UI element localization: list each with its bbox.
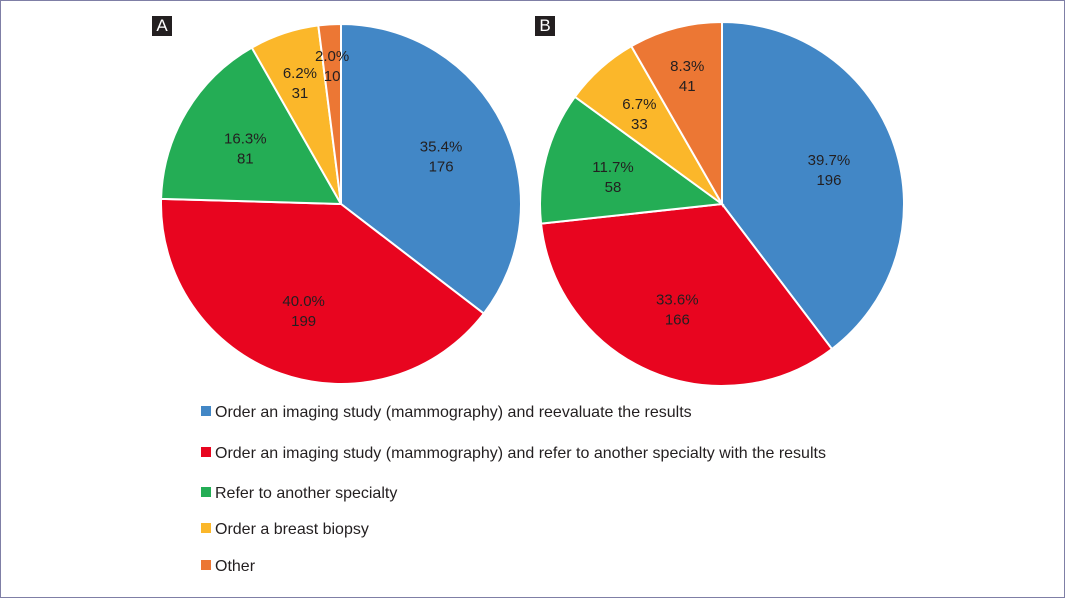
pie-slice — [340, 22, 522, 315]
pie-slice — [721, 20, 905, 351]
pie-slice — [539, 95, 725, 225]
slice-percent-label: 2.0% — [315, 48, 349, 65]
slice-count-label: 196 — [816, 172, 841, 189]
slice-percent-label: 6.2% — [283, 65, 317, 82]
pie-slice — [629, 20, 723, 208]
legend-label: Order an imaging study (mammography) and… — [215, 445, 826, 462]
legend-item: Refer to another specialty — [201, 485, 397, 503]
pie-slice — [160, 46, 343, 206]
slice-percent-label: 39.7% — [808, 152, 851, 169]
pie-slice — [160, 197, 486, 385]
legend-swatch — [201, 560, 211, 570]
legend-item: Order an imaging study (mammography) and… — [201, 404, 692, 422]
slice-count-label: 166 — [665, 312, 690, 329]
panel-label-a: A — [152, 16, 172, 36]
legend-item: Order an imaging study (mammography) and… — [201, 445, 826, 463]
legend-item: Order a breast biopsy — [201, 521, 369, 539]
panel-label-b: B — [535, 16, 555, 36]
slice-percent-label: 35.4% — [420, 139, 463, 156]
pie-slice — [317, 22, 342, 205]
slice-count-label: 10 — [324, 68, 341, 85]
legend-label: Other — [215, 558, 256, 575]
slice-percent-label: 6.7% — [622, 96, 656, 113]
legend-swatch — [201, 406, 211, 416]
legend-label: Refer to another specialty — [215, 485, 398, 502]
legend-item: Other — [201, 558, 255, 576]
slice-percent-label: 40.0% — [282, 293, 325, 310]
slice-count-label: 41 — [679, 78, 696, 95]
slice-count-label: 58 — [605, 179, 622, 196]
slice-count-label: 31 — [292, 85, 309, 102]
slice-count-label: 176 — [429, 159, 454, 176]
legend-swatch — [201, 523, 211, 533]
legend-label: Order a breast biopsy — [215, 521, 369, 538]
legend-swatch — [201, 447, 211, 457]
pie-slice — [539, 202, 834, 387]
slice-percent-label: 33.6% — [656, 292, 699, 309]
slice-count-label: 81 — [237, 151, 254, 168]
legend-label: Order an imaging study (mammography) and… — [215, 404, 692, 421]
slice-percent-label: 11.7% — [592, 159, 633, 176]
slice-percent-label: 16.3% — [224, 131, 267, 148]
legend-swatch — [201, 487, 211, 497]
slice-count-label: 33 — [631, 116, 648, 133]
slice-count-label: 199 — [291, 313, 316, 330]
slice-percent-label: 8.3% — [670, 58, 704, 75]
